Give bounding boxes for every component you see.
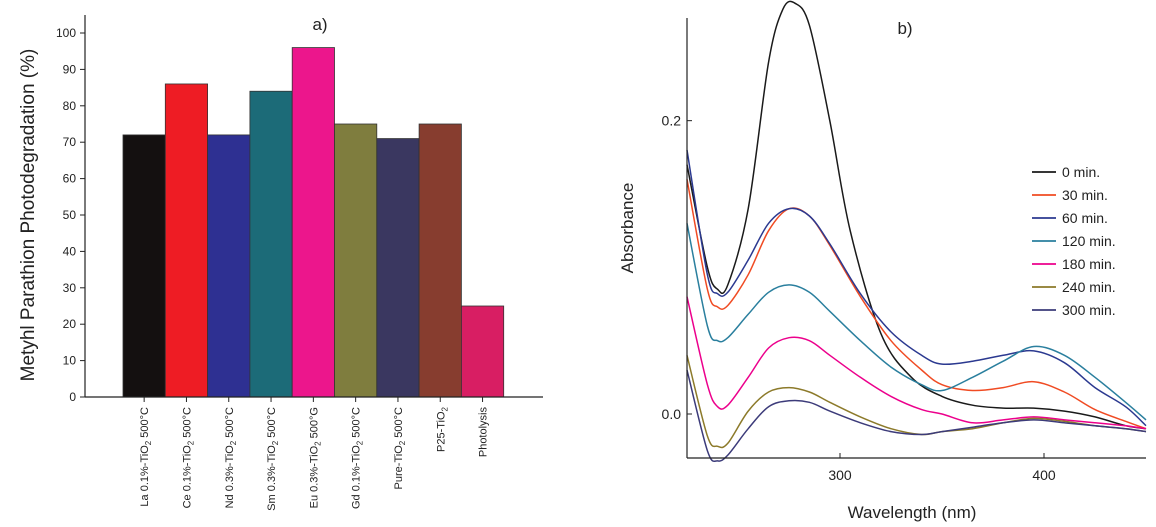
bar [249, 90, 293, 398]
legend-label: 300 min. [1062, 302, 1116, 318]
legend-label: 180 min. [1062, 256, 1116, 272]
y-tick-label: 70 [63, 135, 77, 149]
x-tick-label: 300 [828, 467, 852, 483]
legend-label: 120 min. [1062, 233, 1116, 249]
y-tick-label: 80 [63, 99, 77, 113]
x-tick-labels: La 0.1%-TiO2 500°C Ce 0.1%-TiO2 500°C Nd 0… [139, 406, 489, 510]
x-tick-label: Pure-TiO2 500°C [393, 407, 407, 489]
panel-a-label: a) [312, 15, 327, 34]
bar [418, 123, 462, 398]
legend-label: 0 min. [1062, 164, 1100, 180]
bar [291, 47, 335, 398]
bar [164, 83, 209, 398]
y-tick-label: 20 [63, 317, 77, 331]
series-line [686, 179, 1147, 430]
y-tick-label: 40 [63, 244, 77, 258]
x-tick-label: Ce 0.1%-TiO2 500°C [181, 407, 195, 508]
line-chart-panel: b) Absorbance Wavelength (nm) 0.0 0.2 300 4… [618, 0, 1147, 522]
bar-chart-panel: a) Metyhl Parathion Photodegradation (%)… [18, 15, 543, 511]
x-tick-label: P25-TiO2 [435, 406, 449, 452]
bar [460, 305, 505, 398]
series-line [686, 355, 1147, 449]
y-tick-label: 0.0 [662, 406, 682, 422]
bar [376, 138, 420, 398]
y-tick-label: 60 [63, 172, 77, 186]
series-line [686, 223, 1147, 421]
bar [334, 123, 378, 398]
x-tick-label: Gd 0.1%-TiO2 500°C [351, 407, 365, 509]
bars-group [122, 47, 505, 398]
y-axis-title: Absorbance [618, 183, 637, 274]
legend-label: 30 min. [1062, 187, 1108, 203]
x-tick-label: Photolysis [478, 407, 490, 458]
axes-group: 0 10 20 30 40 50 60 70 80 90 100 [56, 15, 543, 404]
x-tick-label: 400 [1032, 467, 1056, 483]
bar [207, 134, 251, 398]
y-tick-label: 50 [63, 208, 77, 222]
legend-label: 60 min. [1062, 210, 1108, 226]
panel-b-label: b) [897, 19, 912, 38]
y-tick-label: 30 [63, 281, 77, 295]
series-line [686, 149, 1147, 427]
y-tick-label: 0.2 [662, 113, 682, 129]
x-tick-label: La 0.1%-TiO2 500°C [139, 407, 153, 507]
y-tick-label: 0 [69, 390, 76, 404]
legend: 0 min. 30 min. 60 min. 120 min. 180 min. 240 … [1032, 164, 1116, 318]
y-tick-label: 100 [56, 26, 76, 40]
axes-group: 0.0 0.2 300 400 [662, 18, 1146, 483]
y-tick-label: 90 [63, 62, 77, 76]
bar [122, 134, 166, 398]
legend-label: 240 min. [1062, 279, 1116, 295]
x-axis-title: Wavelength (nm) [848, 503, 977, 522]
x-tick-label: Sm 0.3%-TiO2 500°C [266, 407, 280, 511]
series-line [686, 0, 1147, 430]
x-tick-label: Eu 0.3%-TiO2 500°G [308, 407, 322, 508]
series-lines [686, 0, 1147, 463]
y-tick-label: 10 [63, 354, 77, 368]
series-line [686, 296, 1147, 430]
y-axis-title: Metyhl Parathion Photodegradation (%) [18, 49, 39, 382]
series-line [686, 369, 1147, 463]
x-tick-label: Nd 0.3%-TiO2 500°C [224, 407, 238, 508]
